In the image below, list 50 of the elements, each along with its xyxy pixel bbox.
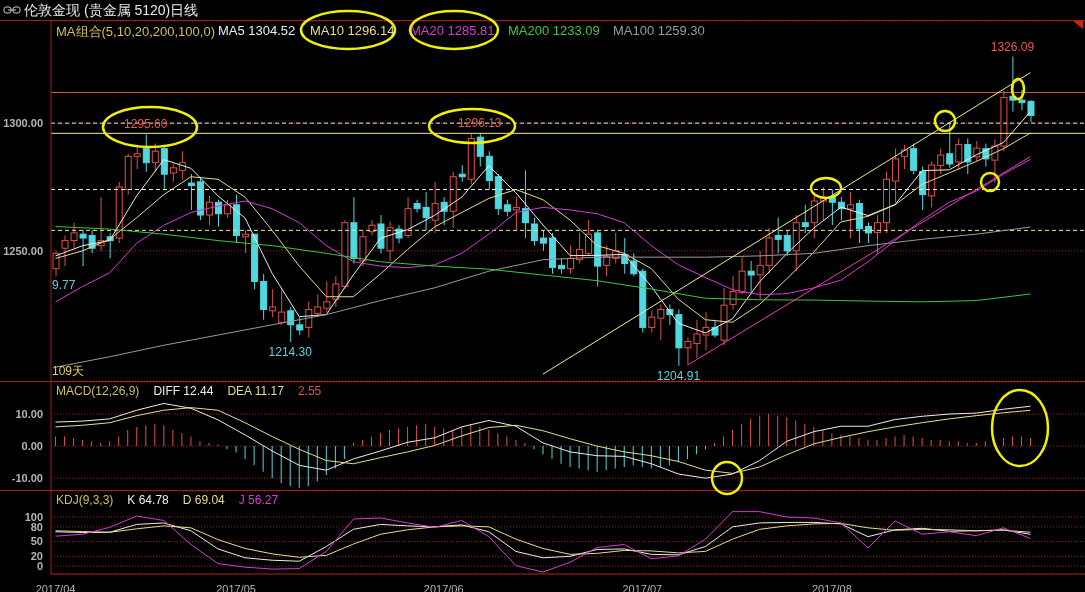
annotation: 109天 — [52, 363, 85, 380]
line-series — [55, 511, 1031, 573]
annotation: 1296.13 — [458, 116, 502, 131]
candlestick — [521, 169, 529, 239]
text: 2.55 — [297, 384, 322, 398]
series-label: DEA 11.17 — [227, 384, 284, 398]
candlestick — [485, 150, 493, 191]
annotation: 1326.09 — [990, 39, 1035, 54]
legend-title: MACD(12,26,9) — [56, 384, 140, 398]
y-tick-label: 80 — [30, 520, 43, 533]
candlestick — [657, 303, 665, 341]
legend-title: KDJ(9,3,3) — [56, 493, 114, 507]
y-tick-label: 0.00 — [21, 440, 43, 453]
series-label: D 69.04 — [182, 493, 225, 507]
y-tick-label: 1250.00 — [3, 244, 43, 257]
annotation: 1204.91 — [656, 369, 701, 384]
text: MA10 1296.14 — [310, 23, 395, 38]
y-tick-label: -10.00 — [11, 472, 43, 485]
annotation: 9.77 — [52, 278, 76, 292]
text: MA100 1259.30 — [613, 23, 705, 38]
candlestick — [377, 214, 385, 254]
text: J 56.27 — [238, 493, 279, 507]
candlestick — [359, 229, 367, 267]
annotation: 1295.60 — [124, 117, 168, 132]
legend-title: MA组合(5,10,20,200,100,0) — [56, 23, 215, 41]
y-tick-label: 0 — [36, 560, 43, 573]
y-tick-label: 50 — [30, 535, 43, 548]
y-tick-label: 20 — [30, 550, 43, 563]
candlestick — [512, 196, 520, 231]
chart-title: 伦敦金现 (贵金属 5120)日线 — [24, 2, 199, 20]
candlestick — [205, 195, 213, 226]
candlestick — [711, 319, 719, 339]
candlestick — [404, 196, 412, 239]
candlestick — [720, 287, 728, 346]
text: MA20 1285.81 — [410, 23, 495, 38]
y-tick-label: 100 — [24, 510, 43, 523]
y-tick-label: 10.00 — [15, 407, 43, 420]
candlestick — [368, 219, 376, 236]
annotation: 1214.30 — [268, 345, 313, 360]
text: MA5 1304.52 — [218, 23, 296, 38]
candlestick — [350, 196, 358, 265]
candlestick — [846, 191, 854, 239]
text: MA200 1233.09 — [508, 23, 600, 38]
candlestick — [52, 250, 60, 277]
series-label: DIFF 12.44 — [153, 384, 214, 398]
y-tick-label: 1300.00 — [3, 117, 43, 130]
series-label: K 64.78 — [127, 493, 169, 507]
candlestick — [269, 288, 277, 318]
candlestick — [386, 220, 394, 262]
candlestick — [756, 250, 764, 300]
